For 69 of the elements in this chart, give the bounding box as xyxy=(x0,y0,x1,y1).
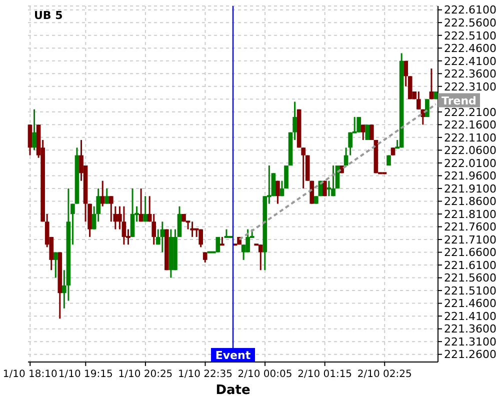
annotation: Event xyxy=(215,349,251,362)
candlestick xyxy=(53,252,58,279)
y-tick-label: 221.6600 xyxy=(444,246,496,260)
candlestick xyxy=(335,164,340,190)
candlestick xyxy=(276,180,280,205)
candlestick xyxy=(113,206,118,230)
x-tick-label: 1/10 20:25 xyxy=(118,369,173,380)
y-tick-label: 221.7100 xyxy=(444,233,496,246)
x-axis-title: Date xyxy=(214,383,252,398)
y-tick-label: 222.0600 xyxy=(444,144,496,158)
y-tick-label: 221.6100 xyxy=(444,258,496,272)
candlestick xyxy=(216,236,220,254)
y-tick-label: 221.5600 xyxy=(444,272,496,285)
x-tick-label: 1/10 18:10 xyxy=(2,369,58,380)
candlestick xyxy=(32,108,36,151)
y-tick-label: 222.4100 xyxy=(444,54,496,68)
candlestick xyxy=(138,188,144,222)
y-tick-label: 221.8100 xyxy=(444,208,496,221)
y-tick-label: 222.6100 xyxy=(444,4,496,17)
y-tick-label: 221.8600 xyxy=(444,195,496,208)
y-tick-label: 222.4600 xyxy=(444,42,496,56)
candlestick xyxy=(143,195,148,222)
x-tick-label: 2/10 02:25 xyxy=(357,369,412,380)
y-tick-label: 222.5600 xyxy=(444,16,496,30)
y-tick-label: 222.3100 xyxy=(444,80,496,94)
y-tick-label: 221.7600 xyxy=(444,220,496,234)
candlestick xyxy=(365,124,370,141)
x-tick-label: 1/10 22:35 xyxy=(178,369,232,380)
candlestick xyxy=(258,244,263,271)
y-tick-label: 221.4600 xyxy=(444,297,496,310)
x-tick-label: 2/10 01:15 xyxy=(298,369,352,380)
candlestick xyxy=(152,213,156,246)
candlestick xyxy=(370,124,374,141)
series-label: Trend xyxy=(442,94,476,108)
y-tick-label: 221.3600 xyxy=(444,322,496,336)
y-tick-label: 222.2100 xyxy=(444,106,496,119)
candlestick xyxy=(130,188,135,238)
y-tick-label: 222.5100 xyxy=(444,29,496,42)
y-tick-label: 221.3100 xyxy=(444,335,496,348)
candlestick xyxy=(100,180,105,208)
y-tick-label: 221.9100 xyxy=(444,182,496,196)
candlestick xyxy=(246,228,250,254)
chart-title: UB 5 xyxy=(34,9,63,22)
y-tick-label: 221.4100 xyxy=(444,310,496,323)
candlestick xyxy=(344,146,348,166)
candlestick xyxy=(122,206,126,246)
y-tick-label: 221.9600 xyxy=(444,170,496,183)
candlestick xyxy=(348,132,352,156)
candlestick xyxy=(198,228,203,248)
y-tick-label: 222.1100 xyxy=(444,131,496,144)
candlestick xyxy=(416,90,421,110)
y-tick-label: 222.1600 xyxy=(444,118,496,132)
candlestick xyxy=(360,124,366,141)
x-tick-label: 2/10 00:05 xyxy=(238,369,292,380)
y-tick-label: 221.2600 xyxy=(444,348,496,362)
candlestick xyxy=(429,68,434,100)
candlestick xyxy=(331,164,336,197)
candlestick xyxy=(408,75,412,100)
candlestick xyxy=(108,195,114,222)
candlestick xyxy=(28,124,32,156)
y-tick-label: 222.3600 xyxy=(444,68,496,81)
candlestick xyxy=(177,206,182,238)
candlestick xyxy=(104,188,110,205)
x-tick-label: 1/10 19:15 xyxy=(58,369,113,380)
y-tick-label: 222.0100 xyxy=(444,156,496,170)
candlestick xyxy=(356,116,362,134)
candlestick xyxy=(190,220,194,238)
y-tick-label: 221.5100 xyxy=(444,284,496,298)
candlestick xyxy=(160,220,165,254)
